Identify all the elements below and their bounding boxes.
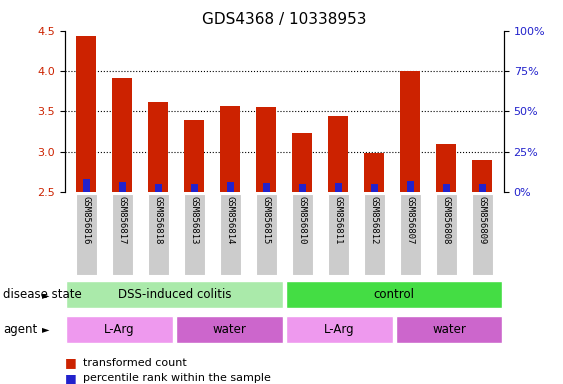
Bar: [226, 182, 234, 192]
Bar: [370, 184, 378, 192]
Bar: [66, 281, 283, 308]
Bar: [220, 194, 241, 275]
Bar: [75, 194, 97, 275]
Text: ►: ►: [42, 290, 50, 300]
Bar: [396, 316, 502, 343]
Bar: [113, 78, 132, 192]
Text: ■: ■: [65, 356, 77, 369]
Bar: [364, 194, 385, 275]
Text: GSM856816: GSM856816: [82, 196, 91, 245]
Bar: [83, 179, 90, 192]
Bar: [184, 194, 205, 275]
Bar: [292, 194, 313, 275]
Bar: [119, 182, 126, 192]
Bar: [256, 107, 276, 192]
Text: water: water: [432, 323, 466, 336]
Text: ■: ■: [65, 372, 77, 384]
Text: water: water: [212, 323, 247, 336]
Text: L-Arg: L-Arg: [324, 323, 355, 336]
Title: GDS4368 / 10338953: GDS4368 / 10338953: [202, 12, 367, 27]
Text: GSM856814: GSM856814: [226, 196, 235, 245]
Bar: [155, 184, 162, 192]
Text: ►: ►: [42, 324, 50, 334]
Text: L-Arg: L-Arg: [104, 323, 135, 336]
Text: agent: agent: [3, 323, 37, 336]
Bar: [298, 184, 306, 192]
Bar: [400, 71, 420, 192]
Bar: [443, 184, 450, 192]
Text: GSM856810: GSM856810: [298, 196, 307, 245]
Bar: [406, 181, 414, 192]
Bar: [185, 120, 204, 192]
Bar: [256, 194, 277, 275]
Text: GSM856807: GSM856807: [406, 196, 415, 245]
Text: GSM856808: GSM856808: [442, 196, 451, 245]
Bar: [479, 184, 486, 192]
Bar: [292, 133, 312, 192]
Bar: [262, 183, 270, 192]
Bar: [472, 160, 492, 192]
Bar: [328, 116, 348, 192]
Text: disease state: disease state: [3, 288, 82, 301]
Text: control: control: [374, 288, 414, 301]
Text: GSM856809: GSM856809: [478, 196, 487, 245]
Bar: [77, 36, 96, 192]
Bar: [334, 183, 342, 192]
Bar: [190, 184, 198, 192]
Text: GSM856812: GSM856812: [370, 196, 379, 245]
Bar: [111, 194, 133, 275]
Text: GSM856815: GSM856815: [262, 196, 271, 245]
Bar: [149, 102, 168, 192]
Bar: [364, 153, 384, 192]
Text: GSM856818: GSM856818: [154, 196, 163, 245]
Bar: [436, 144, 456, 192]
Bar: [286, 281, 502, 308]
Bar: [400, 194, 421, 275]
Text: transformed count: transformed count: [83, 358, 186, 368]
Bar: [221, 106, 240, 192]
Bar: [286, 316, 392, 343]
Bar: [328, 194, 349, 275]
Text: percentile rank within the sample: percentile rank within the sample: [83, 373, 271, 383]
Text: GSM856813: GSM856813: [190, 196, 199, 245]
Text: GSM856811: GSM856811: [334, 196, 343, 245]
Bar: [472, 194, 493, 275]
Text: GSM856817: GSM856817: [118, 196, 127, 245]
Bar: [436, 194, 457, 275]
Bar: [176, 316, 283, 343]
Bar: [148, 194, 169, 275]
Bar: [66, 316, 173, 343]
Text: DSS-induced colitis: DSS-induced colitis: [118, 288, 231, 301]
